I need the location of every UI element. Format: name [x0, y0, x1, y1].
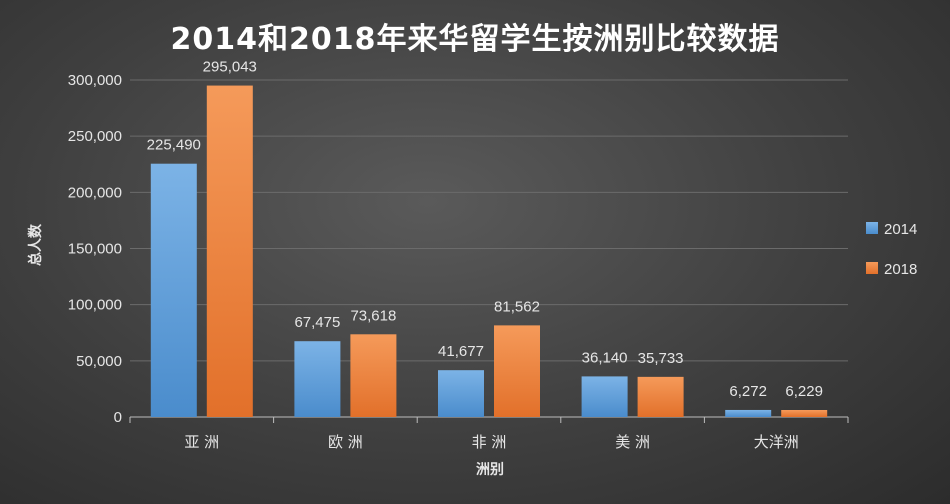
bar-2018 [781, 410, 828, 417]
x-axis-title: 洲别 [476, 462, 504, 478]
bars [150, 85, 828, 418]
x-tick-label: 欧 洲 [328, 433, 363, 451]
x-tick-label: 大洋洲 [754, 433, 799, 451]
data-label: 6,229 [785, 383, 823, 400]
y-tick-label: 150,000 [68, 241, 122, 258]
data-label: 35,733 [638, 350, 684, 367]
legend-swatch [866, 262, 878, 274]
x-tick-label: 非 洲 [472, 433, 507, 451]
bar-2018 [350, 334, 397, 417]
bar-2014 [438, 370, 484, 417]
legend-label: 2014 [884, 221, 917, 238]
y-tick-label: 0 [114, 409, 122, 426]
data-label: 225,490 [147, 137, 201, 154]
x-tick-label: 美 洲 [615, 433, 650, 451]
y-tick-label: 100,000 [68, 297, 122, 314]
data-label: 295,043 [203, 59, 257, 76]
y-tick-label: 250,000 [68, 128, 122, 145]
bar-2014 [150, 163, 197, 417]
y-tick-label: 200,000 [68, 184, 122, 201]
y-axis-title: 总人数 [27, 223, 44, 266]
bar-2018 [206, 85, 253, 418]
bar-2014 [581, 376, 628, 417]
legend-swatch [866, 222, 878, 234]
chart-title: 2014和2018年来华留学生按洲别比较数据 [170, 22, 780, 57]
legend-label: 2018 [884, 261, 917, 278]
bar-2014 [725, 409, 772, 417]
data-label: 67,475 [294, 314, 340, 331]
bar-2014 [294, 341, 341, 417]
data-label: 6,272 [729, 383, 767, 400]
axes: 0 50,000 100,000 150,000 200,000 250,000 300,0… [68, 72, 849, 451]
y-tick-label: 300,000 [68, 72, 122, 89]
data-label: 73,618 [350, 307, 396, 324]
x-tick-label: 亚 洲 [184, 433, 219, 451]
y-tick-label: 50,000 [76, 353, 122, 370]
bar-2018 [494, 325, 540, 417]
legend: 2014 2018 [866, 221, 917, 278]
bar-2018 [637, 376, 684, 417]
data-labels: 225,490 295,043 67,475 73,618 41,677 81,562 36… [147, 59, 823, 400]
data-label: 36,140 [582, 349, 628, 366]
data-label: 41,677 [438, 343, 484, 360]
data-label: 81,562 [494, 298, 540, 315]
